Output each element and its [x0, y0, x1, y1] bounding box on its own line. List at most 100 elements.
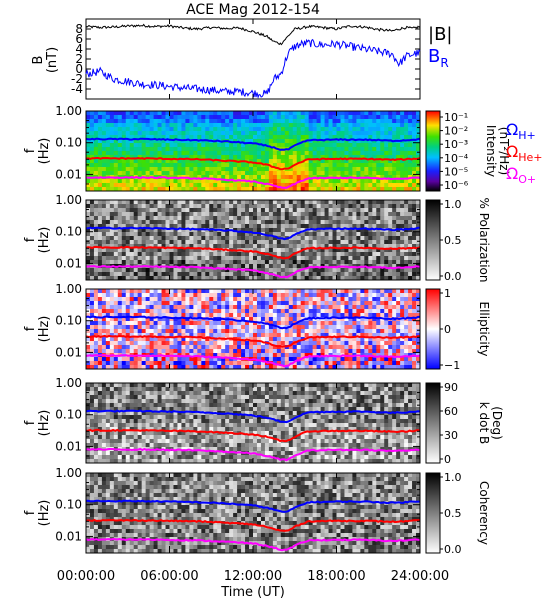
- ytick-label: -4: [71, 82, 83, 96]
- colorbar-tick-label: 90: [444, 381, 458, 394]
- series-line-bmag: [85, 23, 421, 46]
- colorbar-tick-label: 1.0: [444, 471, 462, 484]
- gyro-line-O: [85, 537, 421, 552]
- time-axis: 00:00:00 06:00:00 12:00:00 18:00:00 24:00:00: [57, 19, 449, 584]
- ytick-label: 4: [75, 42, 83, 56]
- ytick-label: 1.00: [55, 193, 82, 207]
- label-omega-h: ΩH+: [506, 120, 536, 142]
- ellipticity-panel: 1.00 0.10 0.01 f (Hz) 1 0 −1 Ellipticity: [23, 282, 491, 372]
- colorbar-tick-label: 0: [444, 323, 451, 336]
- ytick-label: 2: [75, 52, 83, 66]
- intensity-colorbar-unit: (nT²/Hz): [497, 127, 511, 175]
- intensity-heatmap-cells: [86, 111, 421, 192]
- ytick-label: 0.10: [55, 225, 82, 239]
- gyro-line-O: [85, 447, 421, 462]
- ytick-label: 6: [75, 32, 83, 46]
- intensity-colorbar-label: Intensity: [484, 125, 498, 177]
- ytick-label: 0.10: [55, 408, 82, 422]
- ellipticity-ylabel: f: [23, 326, 38, 331]
- coherency-panel: 1.00 0.10 0.01 f (Hz) 1.0 0.5 0.0 Coherency: [23, 466, 491, 556]
- legend-br: BR: [428, 46, 449, 70]
- ytick-label: 0.10: [55, 498, 82, 512]
- xtick-label: 18:00:00: [307, 569, 365, 584]
- kdotb-colorbar-label: k dot B: [477, 402, 491, 444]
- colorbar-tick-label: 10⁻⁶: [444, 179, 469, 192]
- colorbar-tick-label: 60: [444, 405, 458, 418]
- ytick-label: 1.00: [55, 376, 82, 390]
- coherency-yunit: (Hz): [37, 500, 52, 527]
- ytick-label: 0.10: [55, 136, 82, 150]
- xtick-label: 00:00:00: [57, 569, 115, 584]
- polarization-heatmap-cells: [86, 200, 421, 281]
- polarization-colorbar-label: % Polarization: [477, 198, 491, 283]
- chart-title: ACE Mag 2012-154: [186, 2, 320, 18]
- colorbar-tick-label: 0.0: [444, 270, 462, 283]
- kdotb-heatmap-cells: [86, 383, 421, 464]
- colorbar-tick-label: 10⁻¹: [444, 111, 468, 124]
- intensity-panel: 1.00 0.10 0.01 f (Hz) 10⁻¹10⁻²10⁻³10⁻⁴10⁻⁵10⁻…: [23, 104, 511, 192]
- gyro-line-He: [85, 518, 421, 532]
- ytick-label: 0.01: [55, 529, 82, 543]
- coherency-colorbar: [425, 472, 441, 554]
- coherency-colorbar-label: Coherency: [477, 481, 491, 545]
- polarization-colorbar: [425, 199, 441, 281]
- ytick-label: 0.01: [55, 167, 82, 181]
- ytick-label: 0: [75, 62, 83, 76]
- ellipticity-colorbar: [425, 288, 441, 370]
- ellipticity-colorbar-label: Ellipticity: [477, 302, 491, 357]
- polarization-ylabel: f: [23, 237, 38, 242]
- gyro-line-H: [86, 226, 421, 241]
- colorbar-tick-label: 1.0: [444, 198, 462, 211]
- colorbar-tick-label: 10⁻⁴: [444, 152, 469, 165]
- ellipticity-yunit: (Hz): [37, 316, 52, 343]
- kdotb-ylabel: f: [23, 420, 38, 425]
- gyro-line-H: [85, 315, 421, 330]
- series-line-br: [85, 38, 421, 99]
- ytick-label: 0.01: [55, 256, 82, 270]
- ytick-label: 1.00: [55, 282, 82, 296]
- ytick-label: 1.00: [55, 466, 82, 480]
- gyro-line-H: [85, 499, 420, 513]
- intensity-ylabel: f: [23, 148, 38, 153]
- colorbar-tick-label: 0.5: [444, 507, 462, 520]
- polarization-panel: 1.00 0.10 0.01 f (Hz) 1.0 0.5 0.0 % Polarization: [23, 193, 491, 283]
- ytick-label: 8: [75, 22, 83, 36]
- kdotb-yunit: (Hz): [37, 410, 52, 437]
- magnetic-field-yunit: (nT): [45, 47, 60, 73]
- time-axis-label: Time (UT): [220, 585, 285, 600]
- coherency-heatmap-cells: [86, 473, 421, 554]
- gyro-line-He: [85, 156, 421, 171]
- gyro-line-O: [85, 354, 421, 368]
- colorbar-tick-label: −1: [444, 359, 460, 372]
- label-omega-o: ΩO+: [506, 164, 536, 186]
- label-omega-he: ΩHe+: [506, 142, 543, 164]
- gyro-line-H: [85, 137, 421, 151]
- colorbar-tick-label: 10⁻⁵: [444, 165, 468, 178]
- intensity-colorbar: [425, 110, 441, 192]
- ytick-label: 1.00: [55, 104, 82, 118]
- gyro-line-He: [85, 428, 421, 443]
- coherency-ylabel: f: [23, 510, 38, 515]
- xtick-label: 12:00:00: [224, 569, 282, 584]
- intensity-yunit: (Hz): [37, 138, 52, 165]
- kdotb-colorbar: [425, 382, 441, 464]
- gyro-line-He: [85, 334, 421, 348]
- colorbar-tick-label: 30: [444, 429, 458, 442]
- ytick-label: 0.10: [55, 314, 82, 328]
- gyro-line-O: [85, 175, 421, 190]
- colorbar-tick-label: 10⁻³: [444, 138, 468, 151]
- ellipticity-heatmap-cells: [86, 289, 421, 370]
- colorbar-tick-label: 1: [444, 287, 451, 300]
- xtick-label: 06:00:00: [140, 569, 198, 584]
- kdotb-panel: 1.00 0.10 0.01 f (Hz) 90 60 30 0 k dot B (Deg): [23, 376, 504, 466]
- legend-bmag: |B|: [428, 24, 452, 45]
- colorbar-tick-label: 0.0: [444, 543, 462, 556]
- kdotb-colorbar-unit: (Deg): [490, 406, 504, 440]
- gyro-line-H: [85, 409, 421, 424]
- colorbar-tick-label: 0: [444, 453, 451, 466]
- xtick-label: 24:00:00: [391, 569, 449, 584]
- colorbar-tick-label: 10⁻²: [444, 125, 468, 138]
- colorbar-tick-label: 0.5: [444, 234, 462, 247]
